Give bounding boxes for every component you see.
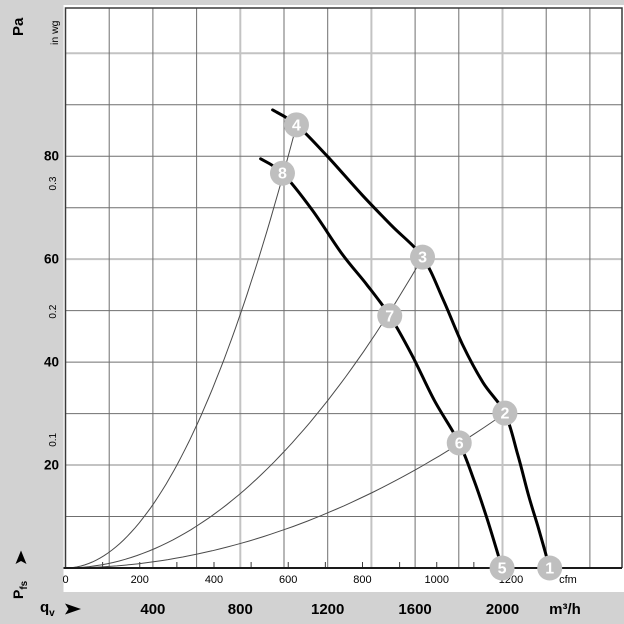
operating-point-number: 5 <box>498 561 507 578</box>
operating-point-1: 1 <box>537 555 563 581</box>
operating-point-number: 8 <box>278 166 287 183</box>
system-curve-c <box>65 412 506 569</box>
cfm-tick-label: 0 <box>62 574 68 586</box>
cfm-tick-label: 200 <box>131 574 149 586</box>
operating-point-marker <box>537 555 563 581</box>
static-pressure-symbol: Pfs <box>10 581 30 599</box>
operating-point-7: 7 <box>377 303 403 329</box>
m3h-tick-label: 2000 <box>486 601 519 618</box>
cfm-tick-label: 1000 <box>424 574 448 586</box>
operating-point-8: 8 <box>269 160 295 186</box>
grid-dark-layer <box>65 8 622 568</box>
cfm-tick-label: 400 <box>205 574 223 586</box>
operating-point-4: 4 <box>283 112 309 138</box>
curve-high-speed <box>271 108 552 570</box>
cfm-unit-label: cfm <box>559 574 577 586</box>
pa-tick-label: 60 <box>44 252 59 267</box>
m3h-unit-label: m³/h <box>549 601 581 618</box>
operating-point-number: 6 <box>455 435 464 452</box>
plot-frame <box>64 7 623 568</box>
grid-light-layer <box>65 8 622 568</box>
operating-point-marker <box>269 160 295 186</box>
operating-point-number: 3 <box>418 250 427 267</box>
operating-point-number: 7 <box>385 308 394 325</box>
m3h-tick-label: 400 <box>140 601 165 618</box>
curve-low-speed <box>259 157 504 570</box>
system-curve-b <box>65 255 424 569</box>
pressure-axis-secondary-title: in wg <box>49 20 61 45</box>
cfm-tick-label: 800 <box>353 574 371 586</box>
pa-tick-label: 20 <box>44 458 59 473</box>
static-pressure-symbol-main: P <box>10 589 26 599</box>
inwg-tick-label: 0.2 <box>48 304 59 318</box>
operating-point-number: 4 <box>292 117 301 134</box>
operating-point-number: 1 <box>545 561 554 578</box>
flow-symbol-sub: v <box>49 608 55 619</box>
operating-point-number: 2 <box>500 406 509 423</box>
operating-point-marker <box>283 112 309 138</box>
operating-point-marker <box>377 303 403 329</box>
flow-symbol: qv <box>40 599 55 619</box>
m3h-tick-label: 800 <box>228 601 253 618</box>
plot-background <box>63 5 624 592</box>
pa-tick-label: 40 <box>44 355 59 370</box>
operating-point-5: 5 <box>489 555 515 581</box>
pressure-axis-title: Pa <box>10 17 27 36</box>
static-pressure-symbol-sub: fs <box>18 580 30 590</box>
operating-point-6: 6 <box>446 430 472 456</box>
operating-point-marker <box>410 244 436 270</box>
cfm-tick-label: 600 <box>279 574 297 586</box>
flow-axis-arrow-icon <box>65 603 81 615</box>
system-curve-a <box>65 120 298 569</box>
inwg-tick-label: 0.3 <box>48 176 59 190</box>
pa-tick-label: 80 <box>44 149 59 164</box>
operating-point-marker <box>489 555 515 581</box>
m3h-tick-label: 1200 <box>311 601 344 618</box>
operating-point-marker <box>446 430 472 456</box>
m3h-tick-label: 1600 <box>398 601 431 618</box>
operating-point-3: 3 <box>410 244 436 270</box>
inwg-tick-label: 0.1 <box>48 432 59 446</box>
flow-symbol-main: q <box>40 599 50 616</box>
operating-point-marker <box>492 400 518 426</box>
pressure-axis-arrow-icon <box>15 550 27 564</box>
operating-point-2: 2 <box>492 400 518 426</box>
